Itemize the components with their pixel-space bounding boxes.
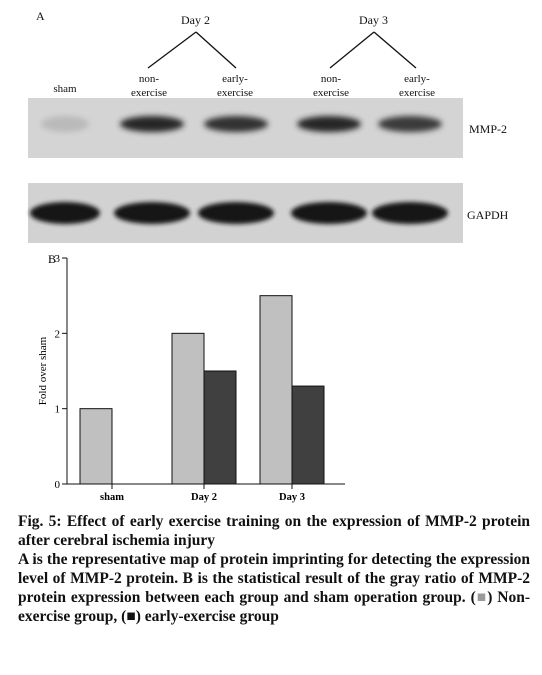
y-tick-label: 3 xyxy=(55,253,61,265)
bar-day2-series2 xyxy=(203,370,237,485)
western-blot xyxy=(28,31,463,243)
bracket-day3-right xyxy=(373,31,417,69)
y-tick-label: 2 xyxy=(55,328,61,340)
band-label-mmp2: MMP-2 xyxy=(469,122,508,136)
panel-a-label: A xyxy=(36,9,45,23)
band-mmp-2-lane-1 xyxy=(41,116,89,132)
x-tick-label: sham xyxy=(100,492,124,503)
band-mmp-2-lane-5 xyxy=(378,116,442,132)
band-mmp-2-lane-3 xyxy=(204,116,268,132)
bar-day2-series1 xyxy=(171,332,205,485)
bar-day3-series2 xyxy=(291,385,325,485)
caption-body-part1: A is the representative map of protein i… xyxy=(18,551,530,606)
lane-label-d2-earlyex: early- exercise xyxy=(204,72,266,100)
band-gapdh-lane-3 xyxy=(198,202,274,224)
figure-caption: Fig. 5: Effect of early exercise trainin… xyxy=(18,512,530,626)
bar-sham-series1 xyxy=(79,408,113,485)
lane-label-d3-nonex: non- exercise xyxy=(300,72,362,100)
lane-label-line2: exercise xyxy=(130,87,168,99)
y-tick-label: 0 xyxy=(55,479,61,491)
bracket-day2-left xyxy=(147,31,197,69)
band-gapdh-lane-5 xyxy=(372,202,448,224)
lane-label-line1: early- xyxy=(404,73,430,85)
lane-label-d3-earlyex: early- exercise xyxy=(386,72,448,100)
x-tick-label: Day 3 xyxy=(279,492,305,503)
x-tick-label: Day 2 xyxy=(191,492,217,503)
band-mmp-2-lane-4 xyxy=(297,116,361,132)
lane-label-d2-nonex: non- exercise xyxy=(118,72,180,100)
lane-label-line1: non- xyxy=(138,73,160,85)
legend-marker-nonexercise: ■ xyxy=(475,589,488,606)
lane-label-line2: exercise xyxy=(312,87,350,99)
bar-chart: B Fold over sham 0 1 2 3 sham Day 2 Day 3 xyxy=(37,252,345,503)
panel-b-label: B xyxy=(48,252,56,266)
y-axis-label: Fold over sham xyxy=(37,336,49,405)
bracket-day2-right xyxy=(195,31,237,69)
band-gapdh-lane-2 xyxy=(114,202,190,224)
lane-label-sham: sham xyxy=(40,82,90,96)
caption-body-part2: ) Non-exercise group, ( xyxy=(18,589,531,625)
caption-body: A is the representative map of protein i… xyxy=(18,550,530,626)
y-tick-label: 1 xyxy=(55,404,61,416)
lane-label-line1: non- xyxy=(320,73,342,85)
bracket-day3-left xyxy=(329,31,375,69)
band-label-gapdh: GAPDH xyxy=(467,208,509,222)
bar-day3-series1 xyxy=(259,295,293,485)
group-label-day3: Day 3 xyxy=(359,13,388,27)
lane-label-line1: early- xyxy=(222,73,248,85)
band-gapdh-lane-4 xyxy=(291,202,367,224)
lane-label-line2: exercise xyxy=(216,87,254,99)
lane-label-line1: sham xyxy=(53,83,77,95)
legend-marker-earlyexercise: ■ xyxy=(126,608,136,625)
caption-body-part3: ) early-exercise group xyxy=(135,608,279,625)
band-gapdh-lane-1 xyxy=(30,202,100,224)
lane-label-line2: exercise xyxy=(398,87,436,99)
caption-title: Fig. 5: Effect of early exercise trainin… xyxy=(18,513,530,549)
band-mmp-2-lane-2 xyxy=(120,116,184,132)
group-label-day2: Day 2 xyxy=(181,13,210,27)
